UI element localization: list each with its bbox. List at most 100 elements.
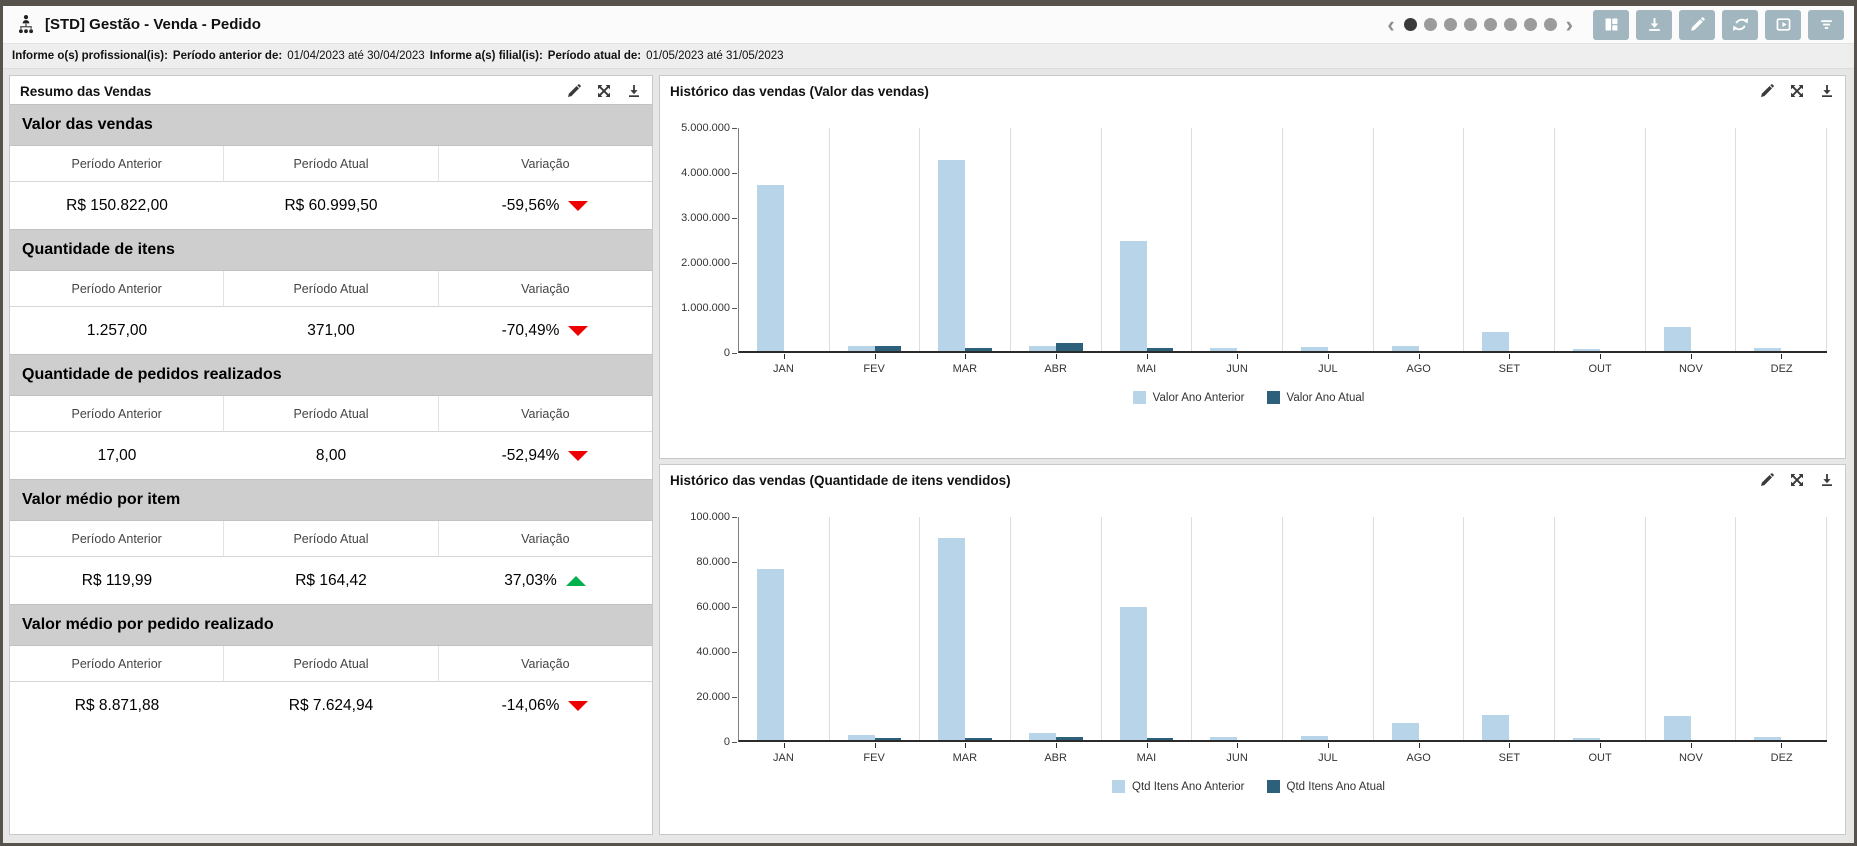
metric-header-row: Período Anterior Período Atual Variação — [10, 646, 652, 682]
bar-FEV — [874, 345, 902, 351]
pager-dot-1[interactable] — [1403, 18, 1417, 31]
month-slot-ABR — [1011, 517, 1102, 748]
download-button[interactable] — [1636, 9, 1672, 40]
refresh-button[interactable] — [1722, 9, 1758, 40]
month-slot-MAR — [920, 517, 1012, 748]
layout-button[interactable] — [1593, 9, 1629, 40]
month-slot-SET — [1464, 517, 1556, 748]
x-tick-label: NOV — [1678, 752, 1703, 764]
x-tick-label: JAN — [772, 752, 794, 764]
legend-label: Qtd Itens Ano Atual — [1286, 780, 1385, 793]
legend-swatch — [1132, 391, 1146, 404]
month-slot-JAN — [739, 517, 830, 748]
app-title-wrap: [STD] Gestão - Venda - Pedido — [15, 14, 261, 36]
metric-section-title: Quantidade de pedidos realizados — [10, 354, 652, 396]
legend-label: Qtd Itens Ano Anterior — [1132, 780, 1245, 793]
plot-area — [738, 517, 1828, 748]
pager-dot-3[interactable] — [1443, 18, 1457, 31]
y-tick-label: 100.000 — [690, 511, 737, 523]
download-icon[interactable] — [1819, 472, 1835, 488]
arrow-up-icon — [565, 575, 586, 586]
metric-value-row: R$ 119,99 R$ 164,42 37,03% — [10, 557, 652, 604]
pager-dot-5[interactable] — [1483, 18, 1497, 31]
column-header: Variação — [438, 521, 652, 557]
column-header: Período Anterior — [10, 396, 225, 432]
edit-button[interactable] — [1679, 9, 1715, 40]
month-slot-OUT — [1555, 128, 1646, 359]
filter-segment: 01/04/2023 até 30/04/2023 — [287, 50, 425, 62]
chart-legend: Qtd Itens Ano Anterior Qtd Itens Ano Atua… — [670, 780, 1827, 793]
y-tick-label: 80.000 — [696, 556, 737, 568]
expand-icon[interactable] — [596, 83, 612, 99]
bar-JUN — [1210, 736, 1238, 740]
expand-icon[interactable] — [1789, 472, 1805, 488]
metric-header-row: Período Anterior Período Atual Variação — [10, 271, 652, 307]
metric-section-title: Quantidade de itens — [10, 229, 652, 271]
download-icon — [1646, 16, 1663, 33]
legend-item[interactable]: Qtd Itens Ano Atual — [1266, 780, 1385, 793]
bar-MAR — [965, 738, 993, 740]
column-header: Variação — [438, 396, 652, 432]
metric-value-row: 1.257,00 371,00 -70,49% — [10, 307, 652, 354]
month-slot-ABR — [1011, 128, 1102, 359]
x-tick-label: OUT — [1588, 752, 1612, 764]
present-button[interactable] — [1765, 9, 1801, 40]
x-tick-label: FEV — [863, 752, 885, 764]
x-tick-label: JUN — [1226, 752, 1248, 764]
pager-dot-4[interactable] — [1463, 18, 1477, 31]
pencil-icon[interactable] — [566, 83, 582, 99]
x-tick-label: MAI — [1136, 752, 1157, 764]
bar-MAI — [1146, 347, 1174, 351]
current-period-value: R$ 60.999,50 — [284, 196, 378, 214]
x-tick-label: OUT — [1588, 363, 1612, 375]
legend-swatch — [1266, 391, 1280, 404]
pencil-icon[interactable] — [1759, 472, 1775, 488]
bar-JUN — [1210, 347, 1238, 351]
chart-title: Histórico das vendas (Quantidade de iten… — [670, 472, 1011, 488]
bar-NOV — [1663, 716, 1691, 740]
summary-panel-title: Resumo das Vendas — [20, 83, 152, 99]
chevron-right-icon[interactable]: › — [1565, 11, 1573, 37]
x-tick-label: JUN — [1226, 363, 1248, 375]
pencil-icon[interactable] — [1759, 83, 1775, 99]
filter-button[interactable] — [1808, 9, 1844, 40]
bar-OUT — [1572, 348, 1600, 351]
y-tick-label: 5.000.000 — [681, 122, 737, 134]
legend-item[interactable]: Valor Ano Anterior — [1132, 391, 1245, 404]
column-header: Período Anterior — [10, 646, 225, 682]
bar-OUT — [1572, 737, 1600, 740]
pencil-icon — [1689, 16, 1706, 33]
month-slot-DEZ — [1736, 517, 1828, 748]
bar-JUL — [1300, 346, 1328, 351]
legend-label: Valor Ano Atual — [1286, 391, 1365, 404]
month-slot-FEV — [830, 128, 921, 359]
summary-panel-icons — [566, 83, 642, 99]
chart-title: Histórico das vendas (Valor das vendas) — [670, 83, 929, 99]
bar-NOV — [1663, 326, 1691, 351]
month-slot-NOV — [1646, 517, 1737, 748]
x-tick-label: MAR — [952, 752, 978, 764]
page-title: [STD] Gestão - Venda - Pedido — [45, 16, 261, 33]
summary-panel-header: Resumo das Vendas — [10, 76, 652, 104]
pager-dot-2[interactable] — [1423, 18, 1437, 31]
month-slot-AGO — [1374, 517, 1465, 748]
expand-icon[interactable] — [1789, 83, 1805, 99]
legend-item[interactable]: Qtd Itens Ano Anterior — [1112, 780, 1245, 793]
pager-dot-7[interactable] — [1523, 18, 1537, 31]
pager-dot-6[interactable] — [1503, 18, 1517, 31]
metric-value-row: 17,00 8,00 -52,94% — [10, 432, 652, 479]
header-right: ‹ › — [1385, 9, 1844, 40]
metric-section-title: Valor médio por item — [10, 479, 652, 521]
month-slot-MAI — [1102, 128, 1193, 359]
current-period-value: R$ 7.624,94 — [288, 696, 374, 714]
variation-value: 37,03% — [438, 557, 652, 604]
y-tick-label: 40.000 — [696, 646, 737, 658]
download-icon[interactable] — [1819, 83, 1835, 99]
variation-value: -52,94% — [438, 432, 652, 479]
download-icon[interactable] — [626, 83, 642, 99]
legend-item[interactable]: Valor Ano Atual — [1266, 391, 1365, 404]
y-tick-label: 2.000.000 — [681, 257, 737, 269]
column-header: Período Anterior — [10, 521, 225, 557]
chevron-left-icon[interactable]: ‹ — [1387, 11, 1395, 37]
pager-dot-8[interactable] — [1543, 18, 1557, 31]
